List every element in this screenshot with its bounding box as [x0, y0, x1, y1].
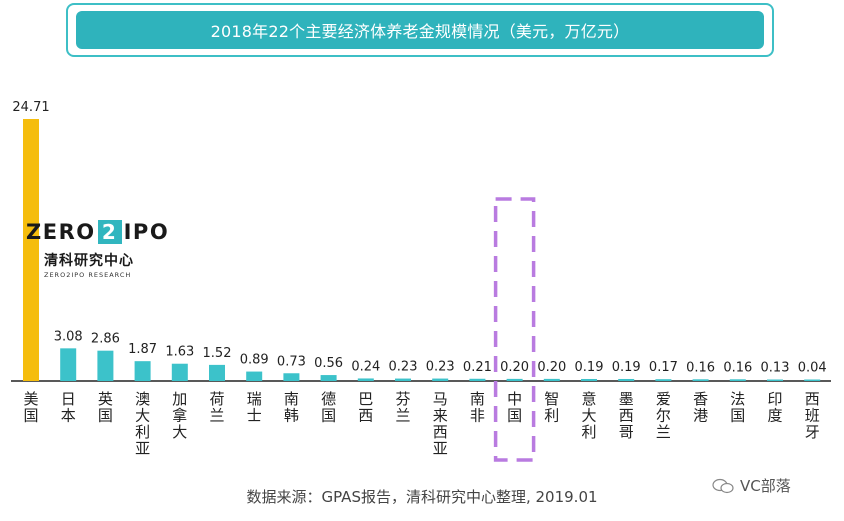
category-label-5: 荷兰 — [209, 390, 224, 425]
bar-8 — [320, 375, 337, 381]
bar-20 — [767, 379, 783, 381]
category-label-13: 中国 — [507, 390, 522, 425]
category-label-14: 智利 — [544, 390, 559, 425]
category-label-7: 南韩 — [284, 390, 299, 425]
value-label-7: 0.73 — [277, 354, 306, 369]
category-label-12: 南非 — [470, 390, 485, 425]
bar-18 — [692, 379, 709, 381]
bar-0 — [23, 119, 39, 381]
value-label-20: 0.13 — [761, 361, 790, 376]
value-label-4: 1.63 — [165, 345, 194, 360]
value-label-17: 0.17 — [649, 360, 678, 375]
category-label-9: 巴西 — [358, 390, 373, 425]
logo-text-mid: 2 — [97, 220, 122, 244]
category-label-1: 日本 — [61, 390, 76, 425]
bar-9 — [357, 378, 374, 381]
value-label-16: 0.19 — [612, 360, 641, 375]
bar-17 — [655, 379, 672, 381]
bar-6 — [246, 371, 263, 381]
value-label-12: 0.21 — [463, 360, 492, 375]
value-label-14: 0.20 — [537, 360, 566, 375]
value-label-6: 0.89 — [240, 353, 269, 368]
bar-19 — [729, 379, 746, 381]
value-label-8: 0.56 — [314, 356, 343, 371]
value-label-10: 0.23 — [389, 360, 418, 375]
bar-12 — [469, 378, 486, 381]
value-label-5: 1.52 — [203, 346, 232, 361]
category-label-11: 马来西亚 — [433, 390, 448, 458]
value-label-11: 0.23 — [426, 360, 455, 375]
bar-11 — [432, 378, 449, 381]
category-label-16: 墨西哥 — [619, 390, 634, 441]
category-label-20: 印度 — [767, 390, 782, 425]
category-label-3: 澳大利亚 — [135, 390, 150, 458]
bar-13 — [506, 378, 523, 381]
value-label-19: 0.16 — [723, 360, 752, 375]
wechat-watermark: VC部落 — [712, 475, 791, 496]
value-label-13: 0.20 — [500, 360, 529, 375]
category-label-15: 意大利 — [581, 390, 596, 441]
category-label-6: 瑞士 — [247, 390, 262, 425]
wechat-icon — [712, 478, 734, 493]
category-label-0: 美国 — [23, 390, 38, 425]
bar-2 — [97, 350, 114, 381]
watermark-text: VC部落 — [740, 477, 791, 495]
category-label-19: 法国 — [730, 390, 745, 425]
value-label-9: 0.24 — [351, 359, 380, 374]
category-label-4: 加拿大 — [172, 390, 187, 441]
bar-10 — [395, 378, 411, 381]
data-source-note: 数据来源：GPAS报告，清科研究中心整理, 2019.01 — [246, 488, 598, 506]
bar-21 — [804, 379, 821, 381]
bar-4 — [171, 363, 188, 381]
bar-1 — [60, 348, 77, 381]
value-label-15: 0.19 — [575, 360, 604, 375]
chart-title-banner: 2018年22个主要经济体养老金规模情况（美元，万亿元） — [76, 11, 764, 49]
category-label-18: 香港 — [693, 390, 708, 425]
bar-3 — [134, 361, 151, 381]
logo-text-right: IPO — [123, 219, 170, 244]
value-label-21: 0.04 — [798, 361, 827, 376]
value-label-3: 1.87 — [128, 342, 157, 357]
value-label-18: 0.16 — [686, 360, 715, 375]
category-label-2: 英国 — [98, 390, 113, 425]
bar-7 — [283, 373, 300, 381]
bar-14 — [543, 378, 560, 381]
zero2ipo-logo: ZERO 2 IPO 清科研究中心 ZERO2IPO RESEARCH — [26, 220, 169, 279]
category-label-21: 西班牙 — [805, 390, 820, 441]
value-label-0: 24.71 — [12, 100, 49, 115]
bar-15 — [581, 378, 597, 381]
chart-title: 2018年22个主要经济体养老金规模情况（美元，万亿元） — [210, 22, 630, 41]
logo-chinese-name: 清科研究中心 — [44, 253, 134, 269]
category-label-8: 德国 — [321, 390, 336, 425]
category-label-17: 爱尔兰 — [656, 390, 671, 441]
bar-16 — [618, 378, 635, 381]
category-label-10: 芬兰 — [395, 390, 410, 425]
value-label-1: 3.08 — [54, 329, 83, 344]
value-label-2: 2.86 — [91, 332, 120, 347]
chart-title-frame: 2018年22个主要经济体养老金规模情况（美元，万亿元） — [66, 3, 774, 57]
bar-5 — [209, 364, 225, 381]
logo-english-name: ZERO2IPO RESEARCH — [44, 271, 132, 279]
logo-text-left: ZERO — [26, 219, 96, 244]
